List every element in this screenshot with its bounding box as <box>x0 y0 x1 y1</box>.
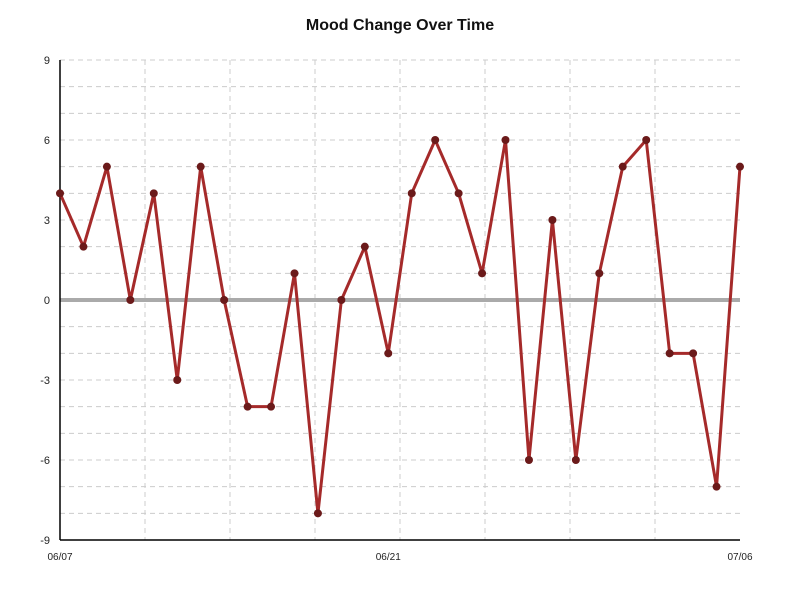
chart-title: Mood Change Over Time <box>306 17 494 34</box>
data-point <box>618 162 627 171</box>
x-tick-label: 06/21 <box>376 552 401 563</box>
data-point <box>407 189 416 198</box>
y-tick-label: -6 <box>40 455 50 467</box>
x-tick-label: 06/07 <box>47 552 72 563</box>
data-point <box>360 242 369 251</box>
mood-line <box>58 138 742 515</box>
y-tick-label: 3 <box>44 215 50 227</box>
y-tick-label: 9 <box>44 55 50 67</box>
data-point <box>501 136 510 144</box>
y-tick-label: 0 <box>44 295 50 307</box>
data-point <box>337 296 346 304</box>
y-tick-label: -9 <box>40 535 50 547</box>
data-point <box>478 269 487 278</box>
data-point <box>313 509 322 518</box>
data-point <box>665 349 674 358</box>
x-axis-ticks: 06/07 06/21 07/06 <box>47 552 752 563</box>
data-point <box>79 242 88 251</box>
data-point <box>56 189 64 198</box>
series-line <box>58 138 742 515</box>
data-point <box>102 162 111 171</box>
data-point <box>571 456 580 464</box>
data-point <box>595 269 604 278</box>
data-point <box>454 189 463 198</box>
data-point <box>548 216 557 224</box>
data-point <box>243 402 252 411</box>
data-point <box>290 269 299 278</box>
axes <box>59 60 740 541</box>
data-point <box>149 189 158 198</box>
data-point <box>689 349 698 358</box>
data-point <box>712 482 721 491</box>
data-points <box>56 136 744 518</box>
data-point <box>431 136 440 144</box>
data-point <box>220 296 229 304</box>
data-point <box>736 162 744 171</box>
y-axis-ticks: -9 -6 -3 0 3 6 9 <box>40 55 50 547</box>
data-point <box>126 296 135 304</box>
data-point <box>196 162 205 171</box>
y-tick-label: -3 <box>40 375 50 387</box>
data-point <box>267 402 276 411</box>
x-tick-label: 07/06 <box>727 552 752 563</box>
data-point <box>384 349 393 358</box>
data-point <box>173 376 182 384</box>
data-point <box>642 136 651 144</box>
y-tick-label: 6 <box>44 135 50 147</box>
grid-lines <box>60 59 740 541</box>
data-point <box>524 456 533 464</box>
